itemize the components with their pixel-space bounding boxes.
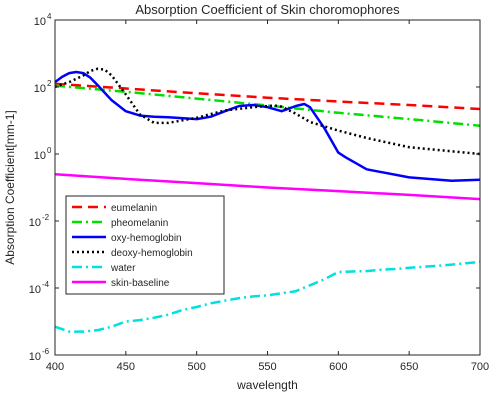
chart-title: Absorption Coefficient of Skin choromoph… [135,2,400,17]
legend-label: eumelanin [111,203,157,214]
y-tick-base: 10 [34,150,46,162]
legend-item-oxy-hemoglobin: oxy-hemoglobin [72,233,182,244]
y-tick-base: 10 [29,284,41,296]
y-tick-base: 10 [29,217,41,229]
y-axis-label: Absorption Coefficient[mm-1] [3,110,17,265]
y-tick-base: 10 [34,83,46,95]
legend-label: water [110,263,136,274]
x-tick-label: 500 [187,361,205,373]
legend-item-deoxy-hemoglobin: deoxy-hemoglobin [72,248,193,259]
series-line-skin-baseline [54,172,481,201]
y-tick-exponent: 4 [47,12,52,21]
y-tick-label: 10 -2 [29,213,50,229]
legend-item-eumelanin: eumelanin [72,203,157,214]
y-tick-exponent: -2 [42,213,50,222]
y-tick-base: 10 [34,16,46,28]
y-tick-exponent: 0 [47,146,52,155]
y-tick-exponent: -4 [42,280,50,289]
y-tick-label: 10 0 [34,146,52,162]
y-tick-label: 10 -4 [29,280,50,296]
series-line-pheomelanin [54,84,481,127]
x-tick-label: 700 [471,361,489,373]
series-line-water [54,260,481,333]
legend-item-water: water [72,263,136,274]
y-tick-exponent: -6 [42,347,50,356]
y-tick-label: 10 4 [34,12,52,28]
legend-label: pheomelanin [111,218,168,229]
x-tick-label: 450 [117,361,135,373]
series-line-eumelanin [54,82,481,111]
x-tick-label: 650 [400,361,418,373]
legend-item-skin-baseline: skin-baseline [72,278,170,289]
x-axis-label: wavelength [236,378,298,392]
x-tick-label: 600 [329,361,347,373]
legend-label: deoxy-hemoglobin [111,248,193,259]
y-tick-label: 10 -6 [29,347,50,363]
legend: eumelanin pheomelanin oxy-hemoglobin deoxy-… [65,195,225,295]
x-tick-label: 400 [46,361,64,373]
legend-label: skin-baseline [111,278,170,289]
y-tick-label: 10 2 [34,79,52,95]
legend-item-pheomelanin: pheomelanin [72,218,168,229]
legend-label: oxy-hemoglobin [111,233,182,244]
legend-box [65,195,225,295]
y-tick-exponent: 2 [47,79,52,88]
series-line-deoxy-hemoglobin [54,67,481,156]
x-tick-label: 550 [258,361,276,373]
plot-lines [54,67,481,333]
y-tick-base: 10 [29,351,41,363]
series-line-oxy-hemoglobin [54,70,481,182]
